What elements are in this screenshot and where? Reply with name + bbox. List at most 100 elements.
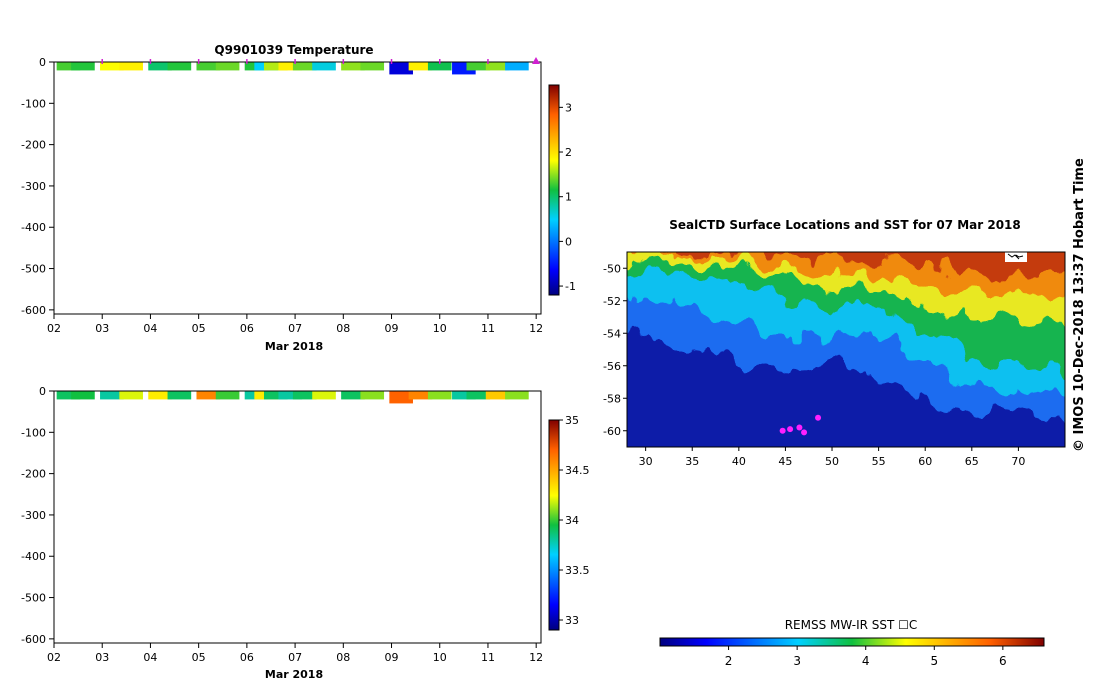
profile-bar [427,62,452,71]
colorbar-tick-label: 33.5 [565,564,590,577]
map-y-tick-label: -60 [603,425,621,438]
x-tick-label: 11 [481,651,495,664]
profile-bar [466,391,491,400]
y-tick-label: -600 [21,633,46,646]
profile-bar [196,391,221,400]
salinity-xlabel: Mar 2018 [265,668,323,681]
profile-bar [341,62,365,71]
x-tick-label: 04 [143,322,157,335]
profile-bar [360,391,385,400]
profile-bar [408,391,433,400]
x-tick-label: 05 [192,651,206,664]
map-x-tick-label: 55 [872,455,886,468]
map-x-tick-label: 45 [778,455,792,468]
y-tick-label: -600 [21,304,46,317]
temperature-profiles [56,62,529,75]
x-tick-label: 11 [481,322,495,335]
profile-bar [100,391,124,400]
x-tick-label: 10 [433,322,447,335]
profile-bar [119,391,143,400]
map-x-tick-label: 40 [732,455,746,468]
map-y-tick-label: -50 [603,262,621,275]
y-tick-label: -300 [21,180,46,193]
salinity-profiles [56,391,529,404]
sst-colorbar-tick-label: 4 [862,654,870,668]
temperature-axes: 02 03 04 05 06 07 08 09 10 11 12 0 -100 -200 -300 -400 -… [21,56,543,335]
map-x-tick-label: 35 [685,455,699,468]
x-tick-label: 08 [336,322,350,335]
sst-field-texture [627,252,1065,447]
profile-bar [148,62,172,71]
profile-bar [56,62,81,71]
temperature-colorbar: 3 2 1 0 -1 [548,84,576,296]
map-x-tick-label: 70 [1011,455,1025,468]
colorbar-tick-label: 0 [565,235,572,248]
y-tick-label: -300 [21,509,46,522]
y-tick-label: 0 [39,56,46,69]
y-tick-label: -200 [21,139,46,152]
profile-bar [312,62,336,71]
x-tick-label: 08 [336,651,350,664]
temperature-title: Q9901039 Temperature [214,43,373,57]
temperature-xlabel: Mar 2018 [265,340,323,353]
x-tick-label: 07 [288,651,302,664]
y-tick-label: -200 [21,468,46,481]
colorbar-tick-label: 1 [565,191,572,204]
profile-bar [119,62,143,71]
profile-bar [196,62,221,71]
map-x-tick-label: 30 [639,455,653,468]
y-tick-label: -400 [21,550,46,563]
salinity-axes: 02 03 04 05 06 07 08 09 10 11 12 0 -100 -200 -300 -400 -… [21,385,543,664]
sst-band-7c [695,252,1065,276]
y-tick-label: -500 [21,592,46,605]
x-tick-label: 02 [47,322,61,335]
profile-bar [100,62,124,71]
ice-patch-outline [1007,253,1024,260]
profile-bar [56,391,81,400]
x-tick-label: 06 [240,651,254,664]
x-tick-label: 12 [529,651,543,664]
x-tick-label: 06 [240,322,254,335]
profile-bar [452,391,476,400]
sst-map-frame [626,251,1066,448]
seal-location-point [787,426,794,433]
sst-colorbar: 2 3 4 5 6 [659,637,1045,668]
ice-patch [1005,252,1027,262]
imos-timestamp: © IMOS 10-Dec-2018 13:37 Hobart Time [1072,158,1087,452]
map-y-tick-label: -56 [603,360,621,373]
sst-colorbar-tick-label: 6 [999,654,1007,668]
x-tick-label: 12 [529,322,543,335]
salinity-axes-frame [53,390,542,644]
profile-bar [389,62,413,75]
y-tick-label: 0 [39,385,46,398]
x-tick-label: 03 [95,322,109,335]
profile-bar [167,391,192,400]
profile-bar [292,391,317,400]
profile-bar [485,62,510,71]
temperature-colorbar-ticks: 3 2 1 0 -1 [559,101,576,293]
profile-bar [263,391,288,400]
colorbar-tick-label: -1 [565,280,576,293]
profile-bar [278,62,303,71]
sst-colorbar-tick-label: 3 [793,654,801,668]
temperature-plot: 02 03 04 05 06 07 08 09 10 11 12 0 -100 -200 -300 -400 -… [21,56,543,335]
seal-location-point [815,414,822,421]
map-x-tick-label: 60 [918,455,932,468]
profile-bar [71,391,95,400]
colorbar-tick-label: 35 [565,414,579,427]
y-tick-label: -100 [21,97,46,110]
map-x-tick-label: 65 [965,455,979,468]
sst-colorbar-gradient [659,637,1045,647]
profile-bar [278,391,303,400]
profile-bar [167,62,192,71]
profile-bar [505,391,529,400]
seal-location-point [779,427,786,434]
sst-colorbar-ticks: 2 3 4 5 6 [725,646,1007,668]
salinity-colorbar: 35 34.5 34 33.5 33 [548,414,590,631]
salinity-colorbar-ticks: 35 34.5 34 33.5 33 [559,414,590,627]
profile-bar [466,62,491,71]
seal-locations [779,414,822,436]
profile-bar [215,62,240,71]
profile-bar [408,62,433,71]
seal-location-point [801,429,808,436]
